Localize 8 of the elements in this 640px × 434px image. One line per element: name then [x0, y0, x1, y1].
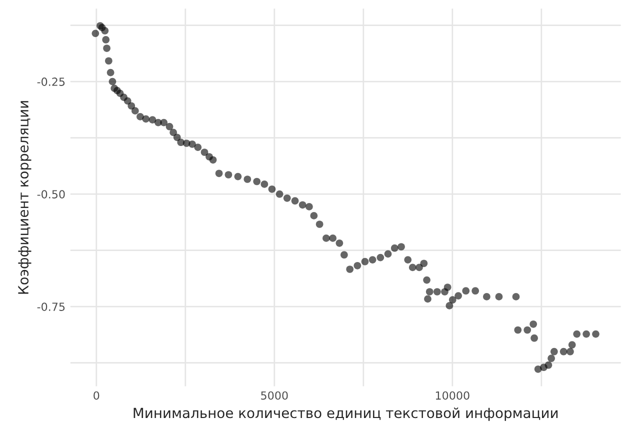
x-tick-label: 0	[94, 391, 100, 400]
x-tick-label: 10000	[436, 391, 470, 400]
y-tick-label: -0.50	[37, 190, 65, 198]
y-tick-label: -0.75	[37, 302, 65, 311]
x-tick-label: 5000	[261, 391, 288, 400]
y-tick-label: -0.25	[37, 78, 65, 86]
y-axis-title: Коэффициент корреляции	[18, 101, 32, 294]
x-axis-title: Минимальное количество единиц текстовой информации	[134, 407, 558, 421]
